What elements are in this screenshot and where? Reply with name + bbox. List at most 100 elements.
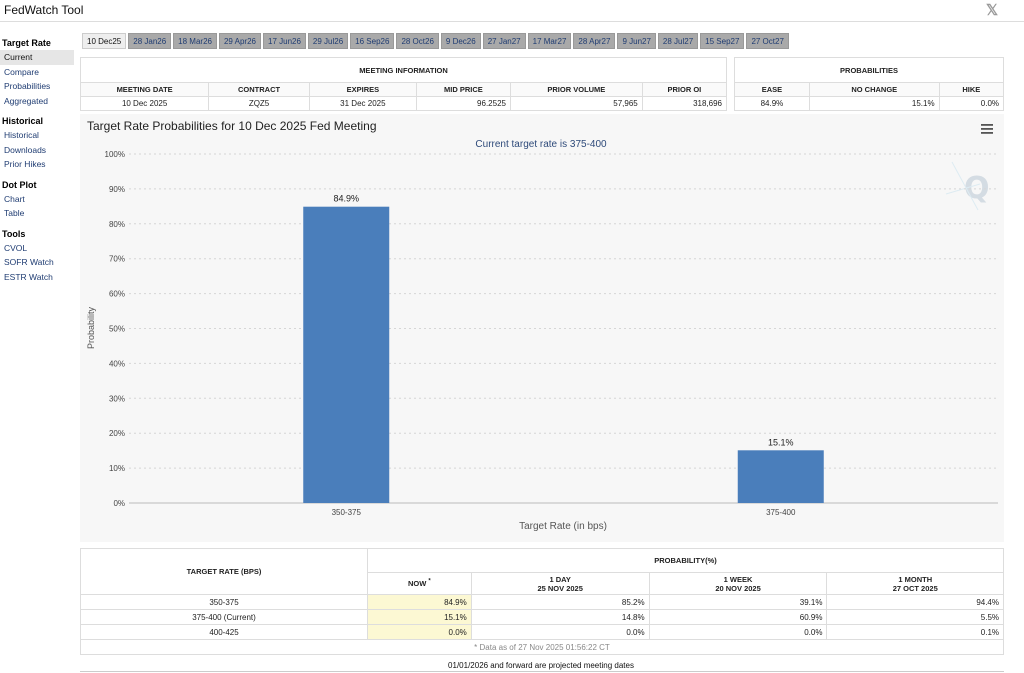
tab-15-sep27[interactable]: 15 Sep27: [700, 33, 745, 49]
tab-29-jul26[interactable]: 29 Jul26: [307, 33, 349, 49]
tab-17-mar27[interactable]: 17 Mar27: [527, 33, 572, 49]
meeting-info-value-3: 96.2525: [415, 96, 511, 111]
probabilities-heading: PROBABILITIES: [734, 57, 1004, 83]
probability-cell: 84.9%: [367, 594, 472, 610]
rate-cell: 350-375: [80, 594, 368, 610]
probability-cell: 85.2%: [470, 594, 650, 610]
bar-data-label: 84.9%: [333, 194, 359, 204]
sidebar-item-estr-watch[interactable]: ESTR Watch: [4, 271, 53, 282]
rate-cell: 400-425: [80, 624, 368, 640]
probability-cell: 39.1%: [648, 594, 828, 610]
meeting-info-value-0: 10 Dec 2025: [79, 96, 210, 111]
probability-cell: 94.4%: [826, 594, 1004, 610]
y-tick-label: 60%: [109, 290, 125, 299]
tab-27-jan27[interactable]: 27 Jan27: [482, 33, 526, 49]
probabilities-table: PROBABILITIES EASE NO CHANGE HIKE 84.9% 15.…: [734, 57, 1005, 111]
tab-28-jan26[interactable]: 28 Jan26: [128, 33, 172, 49]
tab-18-mar26[interactable]: 18 Mar26: [173, 33, 217, 49]
x-logo-icon[interactable]: 𝕏: [986, 2, 999, 19]
y-tick-label: 0%: [113, 499, 125, 508]
probability-column-2: HIKE: [938, 82, 1005, 97]
probability-cell: 0.0%: [470, 624, 650, 640]
y-tick-label: 90%: [109, 185, 125, 194]
meeting-info-value-5: 318,696: [641, 96, 728, 111]
tab-9-jun27[interactable]: 9 Jun27: [617, 33, 656, 49]
tab-10-dec25[interactable]: 10 Dec25: [82, 33, 127, 49]
probability-cell: 0.1%: [826, 624, 1004, 640]
probability-cell: 0.0%: [648, 624, 828, 640]
tab-28-jul27[interactable]: 28 Jul27: [657, 33, 699, 49]
y-tick-label: 80%: [109, 220, 125, 229]
period-label: 1 WEEK: [723, 574, 753, 584]
meeting-info-column-0: MEETING DATE: [79, 82, 210, 97]
meeting-info-column-4: PRIOR VOLUME: [509, 82, 643, 97]
sidebar-heading-historical: Historical: [2, 116, 44, 126]
bar-375-400[interactable]: [737, 450, 824, 503]
period-heading-1-day: 1 DAY 25 NOV 2025: [470, 572, 650, 595]
meeting-information-table: MEETING INFORMATION MEETING DATE CONTRACT…: [79, 57, 728, 111]
probability-group-heading: PROBABILITY(%): [367, 548, 1004, 573]
probability-cell: 60.9%: [648, 609, 828, 625]
tab-9-dec26[interactable]: 9 Dec26: [440, 33, 481, 49]
rate-cell: 375-400 (Current): [80, 609, 368, 625]
sidebar-item-sofr-watch[interactable]: SOFR Watch: [4, 257, 54, 267]
sidebar-item-aggregated[interactable]: Aggregated: [4, 95, 48, 106]
probability-chart: Target Rate Probabilities for 10 Dec 202…: [80, 114, 1004, 542]
sidebar-heading-tools: Tools: [2, 228, 26, 239]
rate-row-350-375: 350-375 84.9% 85.2% 39.1% 94.4%: [80, 594, 1004, 610]
tab-28-oct26[interactable]: 28 Oct26: [396, 33, 439, 49]
chart-subtitle: Current target rate is 375-400: [475, 139, 607, 150]
meeting-info-value-4: 57,965: [509, 96, 643, 111]
sidebar-item-current[interactable]: Current: [0, 50, 74, 65]
sidebar-heading-dot-plot: Dot Plot: [2, 179, 37, 190]
footer-divider: [80, 671, 1004, 672]
rate-column-heading: TARGET RATE (BPS): [80, 548, 368, 595]
probability-chart-svg: Target Rate Probabilities for 10 Dec 202…: [86, 119, 998, 532]
tab-27-oct27[interactable]: 27 Oct27: [746, 33, 789, 49]
sidebar-item-probabilities[interactable]: Probabilities: [4, 81, 51, 91]
tab-16-sep26[interactable]: 16 Sep26: [350, 33, 395, 49]
probability-cell: 15.1%: [367, 609, 472, 625]
probability-value-0: 84.9%: [734, 96, 810, 111]
meeting-tabs: 10 Dec25 28 Jan26 18 Mar26 29 Apr26 17 Jun26…: [82, 33, 791, 50]
rate-row-375-400-current: 375-400 (Current) 15.1% 14.8% 60.9% 5.5%: [80, 609, 1004, 625]
tab-28-apr27[interactable]: 28 Apr27: [573, 33, 616, 49]
period-label: 1 DAY: [549, 574, 571, 584]
probability-column-1: NO CHANGE: [808, 82, 940, 97]
period-label: 1 MONTH: [898, 574, 933, 584]
y-tick-label: 10%: [109, 464, 125, 473]
probability-cell: 5.5%: [826, 609, 1004, 625]
sidebar-item-historical[interactable]: Historical: [4, 130, 39, 140]
y-tick-label: 50%: [109, 325, 125, 334]
rate-probability-table: TARGET RATE (BPS) PROBABILITY(%) NOW * 1 …: [80, 548, 1004, 655]
sidebar-heading-target-rate: Target Rate: [2, 38, 51, 48]
meeting-info-value-2: 31 Dec 2025: [308, 96, 417, 111]
probability-value-1: 15.1%: [808, 96, 940, 111]
sidebar-item-downloads[interactable]: Downloads: [4, 144, 47, 155]
sidebar-item-compare[interactable]: Compare: [4, 66, 39, 77]
hamburger-menu-icon[interactable]: [981, 124, 993, 134]
period-heading-now: NOW *: [367, 572, 472, 595]
probability-value-2: 0.0%: [938, 96, 1005, 111]
sidebar-item-table[interactable]: Table: [4, 208, 25, 218]
y-tick-label: 70%: [109, 255, 125, 264]
y-tick-label: 100%: [105, 150, 125, 159]
data-timestamp-note: * Data as of 27 Nov 2025 01:56:22 CT: [80, 639, 1004, 655]
top-bar: FedWatch Tool 𝕏: [0, 0, 1024, 22]
meeting-info-value-1: ZQZ5: [208, 96, 310, 111]
bar-data-label: 15.1%: [768, 437, 794, 447]
meeting-info-column-3: MID PRICE: [415, 82, 511, 97]
rate-row-400-425: 400-425 0.0% 0.0% 0.0% 0.1%: [80, 624, 1004, 640]
sidebar-item-prior-hikes[interactable]: Prior Hikes: [4, 159, 46, 169]
bar-350-375[interactable]: [303, 206, 390, 503]
meeting-info-column-1: CONTRACT: [208, 82, 310, 97]
asterisk-marker: *: [428, 578, 431, 585]
period-date: 27 OCT 2025: [892, 583, 938, 593]
probability-column-0: EASE: [734, 82, 810, 97]
app-title: FedWatch Tool: [4, 3, 84, 17]
sidebar-item-chart[interactable]: Chart: [4, 193, 25, 204]
tab-29-apr26[interactable]: 29 Apr26: [218, 33, 261, 49]
x-axis-label: Target Rate (in bps): [519, 521, 607, 532]
tab-17-jun26[interactable]: 17 Jun26: [263, 33, 306, 49]
sidebar-item-cvol[interactable]: CVOL: [4, 242, 28, 253]
